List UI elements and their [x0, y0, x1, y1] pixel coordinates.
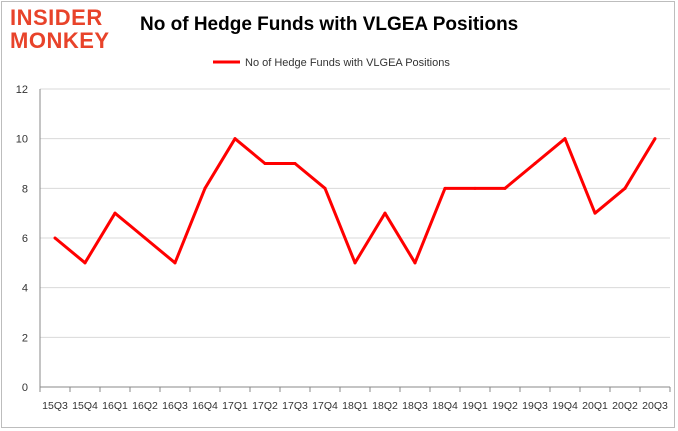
x-tick-label: 17Q2 — [252, 400, 278, 412]
data-point — [173, 261, 177, 265]
y-tick-label: 8 — [22, 183, 28, 195]
x-tick-label: 18Q4 — [432, 400, 458, 412]
data-point — [623, 186, 627, 190]
x-tick-label: 20Q1 — [582, 400, 608, 412]
series-line — [54, 137, 657, 265]
y-tick-label: 0 — [22, 382, 28, 394]
y-tick-label: 6 — [22, 233, 28, 245]
data-point — [383, 211, 387, 215]
data-point — [323, 186, 327, 190]
data-point — [533, 162, 537, 165]
x-tick-label: 16Q1 — [102, 400, 128, 412]
data-point — [263, 162, 267, 165]
x-tick-label: 15Q4 — [72, 400, 98, 412]
data-point — [293, 162, 297, 165]
x-tick-label: 19Q4 — [552, 400, 578, 412]
data-point — [443, 186, 447, 190]
x-tick-label: 16Q2 — [132, 400, 158, 412]
data-point — [593, 211, 597, 215]
x-tick-label: 18Q1 — [342, 400, 368, 412]
x-tick-label: 18Q2 — [372, 400, 398, 412]
x-tick-label: 20Q3 — [642, 400, 668, 412]
y-tick-label: 12 — [16, 84, 28, 96]
x-tick-label: 15Q3 — [42, 400, 68, 412]
data-point — [353, 261, 357, 265]
data-point — [203, 186, 207, 190]
legend-label: No of Hedge Funds with VLGEA Positions — [245, 57, 450, 69]
x-tick-label: 16Q4 — [192, 400, 218, 412]
data-point — [53, 236, 57, 240]
x-tick-label: 19Q2 — [492, 400, 518, 412]
data-point — [653, 137, 657, 141]
x-tick-label: 20Q2 — [612, 400, 638, 412]
y-tick-label: 4 — [22, 283, 28, 295]
data-point — [503, 186, 507, 190]
y-tick-label: 2 — [22, 332, 28, 344]
x-tick-label: 17Q1 — [222, 400, 248, 412]
data-point — [473, 186, 477, 190]
data-point — [563, 137, 567, 141]
data-point — [413, 261, 417, 265]
data-point — [233, 137, 237, 141]
chart-title: No of Hedge Funds with VLGEA Positions — [140, 14, 519, 35]
x-tick-label: 16Q3 — [162, 400, 188, 412]
y-tick-label: 10 — [16, 134, 28, 146]
x-tick-label: 19Q3 — [522, 400, 548, 412]
data-point — [83, 261, 87, 265]
x-tick-label: 17Q3 — [282, 400, 308, 412]
data-point — [113, 211, 117, 215]
insider-monkey-logo: INSIDER MONKEY — [10, 6, 110, 52]
logo-line1: INSIDER — [10, 5, 103, 30]
logo-line2: MONKEY — [10, 28, 110, 53]
x-tick-label: 17Q4 — [312, 400, 338, 412]
x-tick-label: 19Q1 — [462, 400, 488, 412]
x-tick-label: 18Q3 — [402, 400, 428, 412]
data-point — [143, 236, 147, 240]
